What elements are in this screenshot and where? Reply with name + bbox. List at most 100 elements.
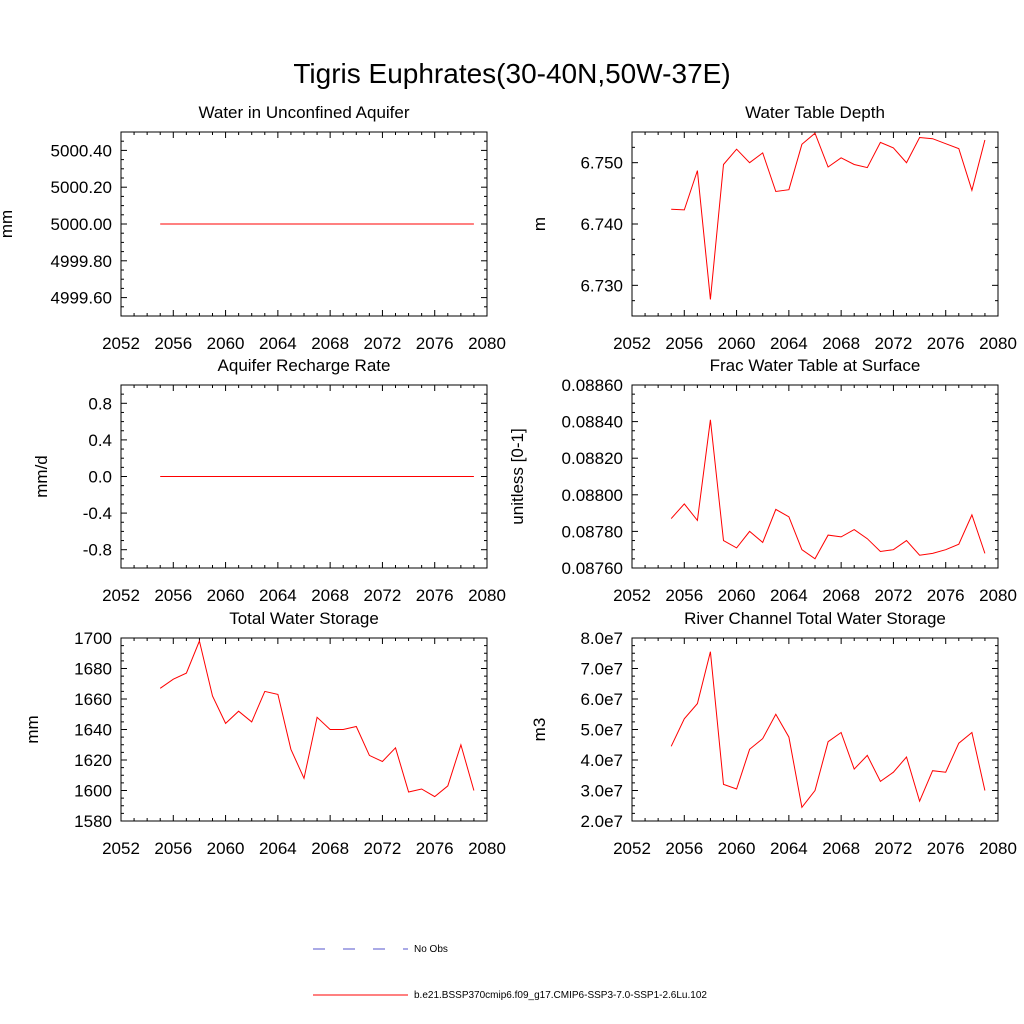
x-tick-label: 2056 bbox=[665, 334, 703, 353]
x-tick-label: 2076 bbox=[416, 334, 454, 353]
y-axis-label: mm bbox=[0, 210, 16, 238]
x-tick-label: 2076 bbox=[927, 334, 965, 353]
x-tick-label: 2064 bbox=[259, 586, 297, 605]
x-tick-label: 2064 bbox=[259, 839, 297, 858]
series-line bbox=[670, 419, 986, 560]
x-tick-label: 2060 bbox=[207, 586, 245, 605]
y-axis-label: mm/d bbox=[32, 455, 51, 498]
x-tick-label: 2052 bbox=[613, 839, 651, 858]
x-tick-label: 2060 bbox=[207, 839, 245, 858]
x-tick-label: 2060 bbox=[718, 586, 756, 605]
x-tick-label: 2052 bbox=[613, 334, 651, 353]
x-tick-label: 2068 bbox=[311, 839, 349, 858]
panel-title: Frac Water Table at Surface bbox=[710, 356, 921, 375]
y-tick-label: 1680 bbox=[74, 660, 112, 679]
x-tick-label: 2056 bbox=[154, 586, 192, 605]
y-tick-label: 0.08800 bbox=[562, 486, 623, 505]
y-tick-label: 6.740 bbox=[580, 215, 623, 234]
y-axis-label: m bbox=[530, 217, 549, 231]
series-line bbox=[671, 132, 986, 300]
y-tick-label: 7.0e7 bbox=[580, 660, 623, 679]
x-tick-label: 2052 bbox=[102, 839, 140, 858]
y-tick-label: 0.8 bbox=[88, 394, 112, 413]
y-tick-label: 0.0 bbox=[88, 468, 112, 487]
y-axis-label: m3 bbox=[530, 718, 549, 742]
y-tick-label: 3.0e7 bbox=[580, 782, 623, 801]
x-tick-label: 2060 bbox=[718, 334, 756, 353]
x-tick-label: 2052 bbox=[613, 586, 651, 605]
x-tick-label: 2080 bbox=[979, 839, 1017, 858]
x-tick-label: 2068 bbox=[822, 839, 860, 858]
y-tick-label: 1620 bbox=[74, 751, 112, 770]
panel-title: Aquifer Recharge Rate bbox=[218, 356, 391, 375]
y-tick-label: 0.4 bbox=[88, 431, 112, 450]
y-tick-label: 4999.60 bbox=[51, 289, 112, 308]
x-tick-label: 2064 bbox=[770, 839, 808, 858]
y-tick-label: 6.730 bbox=[580, 276, 623, 295]
x-tick-label: 2076 bbox=[416, 839, 454, 858]
x-tick-label: 2068 bbox=[311, 586, 349, 605]
plot-frame bbox=[120, 637, 488, 822]
x-tick-label: 2080 bbox=[468, 586, 506, 605]
panel-title: Total Water Storage bbox=[229, 609, 379, 628]
panel-2: Water Table Depth m 2052 2056 2060 2064 2068 20… bbox=[530, 103, 1017, 353]
panel-title: River Channel Total Water Storage bbox=[684, 609, 946, 628]
x-tick-label: 2076 bbox=[927, 586, 965, 605]
x-tick-label: 2072 bbox=[364, 334, 402, 353]
y-tick-label: 1660 bbox=[74, 690, 112, 709]
y-tick-label: 8.0e7 bbox=[580, 629, 623, 648]
y-tick-label: 2.0e7 bbox=[580, 812, 623, 831]
x-tick-label: 2080 bbox=[979, 586, 1017, 605]
x-tick-label: 2072 bbox=[875, 839, 913, 858]
x-tick-label: 2072 bbox=[364, 586, 402, 605]
x-tick-label: 2060 bbox=[718, 839, 756, 858]
panel-3: Aquifer Recharge Rate mm/d 2052 2056 2060 206… bbox=[32, 356, 506, 605]
x-tick-label: 2068 bbox=[822, 334, 860, 353]
y-tick-label: 0.08840 bbox=[562, 413, 623, 432]
panel-title: Water Table Depth bbox=[745, 103, 885, 122]
x-tick-label: 2056 bbox=[154, 839, 192, 858]
x-tick-label: 2080 bbox=[468, 839, 506, 858]
y-tick-label: 5000.40 bbox=[51, 141, 112, 160]
series-line bbox=[670, 651, 986, 809]
x-tick-label: 2056 bbox=[154, 334, 192, 353]
panels: Water in Unconfined Aquifer mm 2052 2056 206… bbox=[0, 103, 1017, 858]
y-axis-label: unitless [0-1] bbox=[508, 428, 527, 524]
series-line bbox=[159, 639, 475, 798]
y-axis-label: mm bbox=[23, 715, 42, 743]
x-tick-label: 2076 bbox=[416, 586, 454, 605]
y-tick-label: 1700 bbox=[74, 629, 112, 648]
y-tick-label: 0.08860 bbox=[562, 376, 623, 395]
panel-6: River Channel Total Water Storage m3 2052 2… bbox=[530, 609, 1017, 858]
y-tick-label: -0.4 bbox=[83, 504, 112, 523]
y-tick-label: 1580 bbox=[74, 812, 112, 831]
plot-frame bbox=[631, 131, 999, 317]
y-tick-label: 1640 bbox=[74, 721, 112, 740]
x-tick-label: 2056 bbox=[665, 839, 703, 858]
panel-5: Total Water Storage mm 2052 2056 2060 2064 206… bbox=[23, 609, 506, 858]
y-tick-label: 0.08820 bbox=[562, 449, 623, 468]
x-tick-label: 2064 bbox=[770, 586, 808, 605]
y-tick-label: -0.8 bbox=[83, 541, 112, 560]
legend-obs-label: No Obs bbox=[414, 944, 448, 955]
x-tick-label: 2072 bbox=[875, 334, 913, 353]
y-tick-label: 4.0e7 bbox=[580, 751, 623, 770]
x-tick-label: 2056 bbox=[665, 586, 703, 605]
x-tick-label: 2072 bbox=[875, 586, 913, 605]
x-tick-label: 2068 bbox=[822, 586, 860, 605]
x-tick-label: 2060 bbox=[207, 334, 245, 353]
y-tick-label: 6.0e7 bbox=[580, 690, 623, 709]
plot-frame bbox=[631, 637, 999, 822]
y-tick-label: 0.08760 bbox=[562, 559, 623, 578]
plot-frame bbox=[631, 384, 999, 569]
legend: No Obs b.e21.BSSP370cmip6.f09_g17.CMIP6-… bbox=[313, 944, 707, 1001]
y-tick-label: 0.08780 bbox=[562, 522, 623, 541]
figure-title: Tigris Euphrates(30-40N,50W-37E) bbox=[293, 58, 730, 89]
panel-1: Water in Unconfined Aquifer mm 2052 2056 206… bbox=[0, 103, 506, 353]
x-tick-label: 2072 bbox=[364, 839, 402, 858]
x-tick-label: 2052 bbox=[102, 334, 140, 353]
x-tick-label: 2080 bbox=[979, 334, 1017, 353]
y-tick-label: 1600 bbox=[74, 782, 112, 801]
y-tick-label: 4999.80 bbox=[51, 252, 112, 271]
